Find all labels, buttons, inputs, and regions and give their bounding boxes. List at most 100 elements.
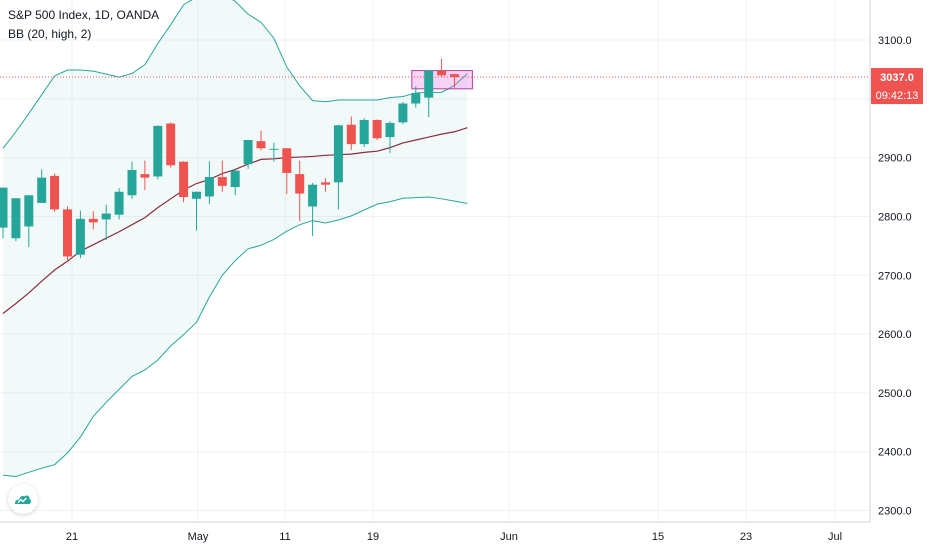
candle[interactable]	[179, 161, 189, 203]
candle-body	[0, 187, 8, 228]
candle[interactable]	[11, 198, 21, 242]
candle-body	[437, 70, 447, 76]
candle[interactable]	[308, 182, 318, 236]
candle[interactable]	[88, 211, 98, 230]
candle-body	[114, 191, 124, 215]
candle-body	[24, 195, 34, 227]
candle[interactable]	[398, 101, 408, 125]
candle[interactable]	[230, 169, 240, 196]
candle[interactable]	[192, 191, 201, 231]
candle[interactable]	[321, 178, 330, 192]
candle[interactable]	[269, 142, 279, 162]
candle[interactable]	[153, 125, 163, 180]
candle[interactable]	[37, 169, 47, 203]
price-tick-label: 2600.0	[878, 329, 912, 341]
candle-body	[63, 209, 72, 257]
last-price-tag-bg	[871, 68, 923, 105]
candle[interactable]	[127, 161, 137, 199]
price-tick-label: 2300.0	[878, 506, 912, 518]
candle-body	[11, 198, 21, 239]
symbol-title[interactable]: S&P 500 Index, 1D, OANDA	[8, 8, 160, 22]
time-tick-label: 23	[740, 531, 752, 543]
candle[interactable]	[295, 160, 305, 222]
candle[interactable]	[346, 116, 356, 150]
candle-body	[75, 218, 85, 255]
candle-body	[282, 148, 292, 173]
last-price-tag[interactable]: 3037.0 09:42:13	[871, 68, 923, 105]
candle[interactable]	[256, 130, 266, 151]
price-tick-label: 3100.0	[878, 35, 912, 47]
candle-body	[88, 218, 98, 223]
tradingview-cloud-icon	[15, 495, 31, 504]
price-tick-label: 2900.0	[878, 153, 912, 165]
candle-body	[127, 169, 137, 196]
candle-body	[50, 175, 60, 210]
indicator-title[interactable]: BB (20, high, 2)	[8, 27, 92, 41]
candle[interactable]	[359, 118, 369, 148]
time-tick-label: 19	[367, 531, 379, 543]
candle-body	[346, 124, 356, 145]
candle[interactable]	[101, 204, 111, 240]
candle[interactable]	[24, 195, 34, 248]
candle-body	[359, 119, 369, 145]
candle-body	[385, 122, 395, 138]
candle[interactable]	[63, 206, 72, 260]
candle[interactable]	[450, 73, 459, 88]
candle[interactable]	[166, 122, 176, 168]
candle-body	[217, 177, 227, 186]
candle-body	[269, 148, 279, 150]
candle-body	[204, 177, 214, 197]
candle-body	[230, 170, 240, 188]
candle-body	[295, 174, 305, 194]
candle-body	[153, 125, 163, 177]
time-tick-label: 21	[66, 531, 78, 543]
candle[interactable]	[140, 160, 150, 190]
candle[interactable]	[114, 188, 124, 220]
candle-body	[398, 103, 408, 123]
time-tick-label: May	[188, 531, 209, 543]
candle[interactable]	[75, 210, 85, 259]
candle[interactable]	[385, 121, 395, 153]
lower-band-line	[2, 196, 468, 477]
candle[interactable]	[204, 161, 214, 205]
price-tick-label: 2800.0	[878, 211, 912, 223]
candle-body	[333, 125, 343, 183]
candle[interactable]	[424, 70, 434, 118]
candle[interactable]	[411, 86, 421, 108]
candlesticks	[0, 58, 459, 260]
candle-body	[101, 213, 111, 220]
candle[interactable]	[243, 139, 253, 169]
time-tick-label: 15	[652, 531, 664, 543]
candle-body	[243, 139, 253, 165]
bollinger-bands	[2, 0, 468, 477]
candle-body	[37, 177, 47, 203]
last-price-value: 3037.0	[880, 72, 914, 84]
tradingview-logo[interactable]	[8, 484, 38, 514]
candle[interactable]	[0, 187, 8, 239]
candle-body	[372, 119, 382, 139]
chart-legend[interactable]: S&P 500 Index, 1D, OANDA BB (20, high, 2…	[8, 6, 159, 44]
candle-body	[411, 92, 421, 104]
grid-lines	[0, 0, 870, 522]
candle[interactable]	[437, 58, 447, 77]
price-tick-label: 2700.0	[878, 270, 912, 282]
candle[interactable]	[50, 173, 60, 212]
candle-body	[192, 191, 201, 199]
candle-body	[424, 70, 434, 98]
candle-body	[321, 182, 330, 185]
time-tick-label: Jul	[828, 531, 842, 543]
candle[interactable]	[372, 119, 382, 140]
time-tick-label: Jun	[500, 531, 518, 543]
price-tick-label: 2400.0	[878, 447, 912, 459]
price-tick-label: 2500.0	[878, 388, 912, 400]
candle[interactable]	[282, 148, 292, 195]
candle[interactable]	[333, 124, 343, 210]
candle-body	[179, 161, 189, 198]
candle-body	[450, 74, 459, 78]
axes: 2300.0 2400.0 2500.0 2600.0 2700.0 2800.0 2900…	[0, 0, 923, 543]
candle-body	[140, 174, 150, 178]
candle[interactable]	[217, 160, 227, 192]
candle-body	[166, 123, 176, 166]
